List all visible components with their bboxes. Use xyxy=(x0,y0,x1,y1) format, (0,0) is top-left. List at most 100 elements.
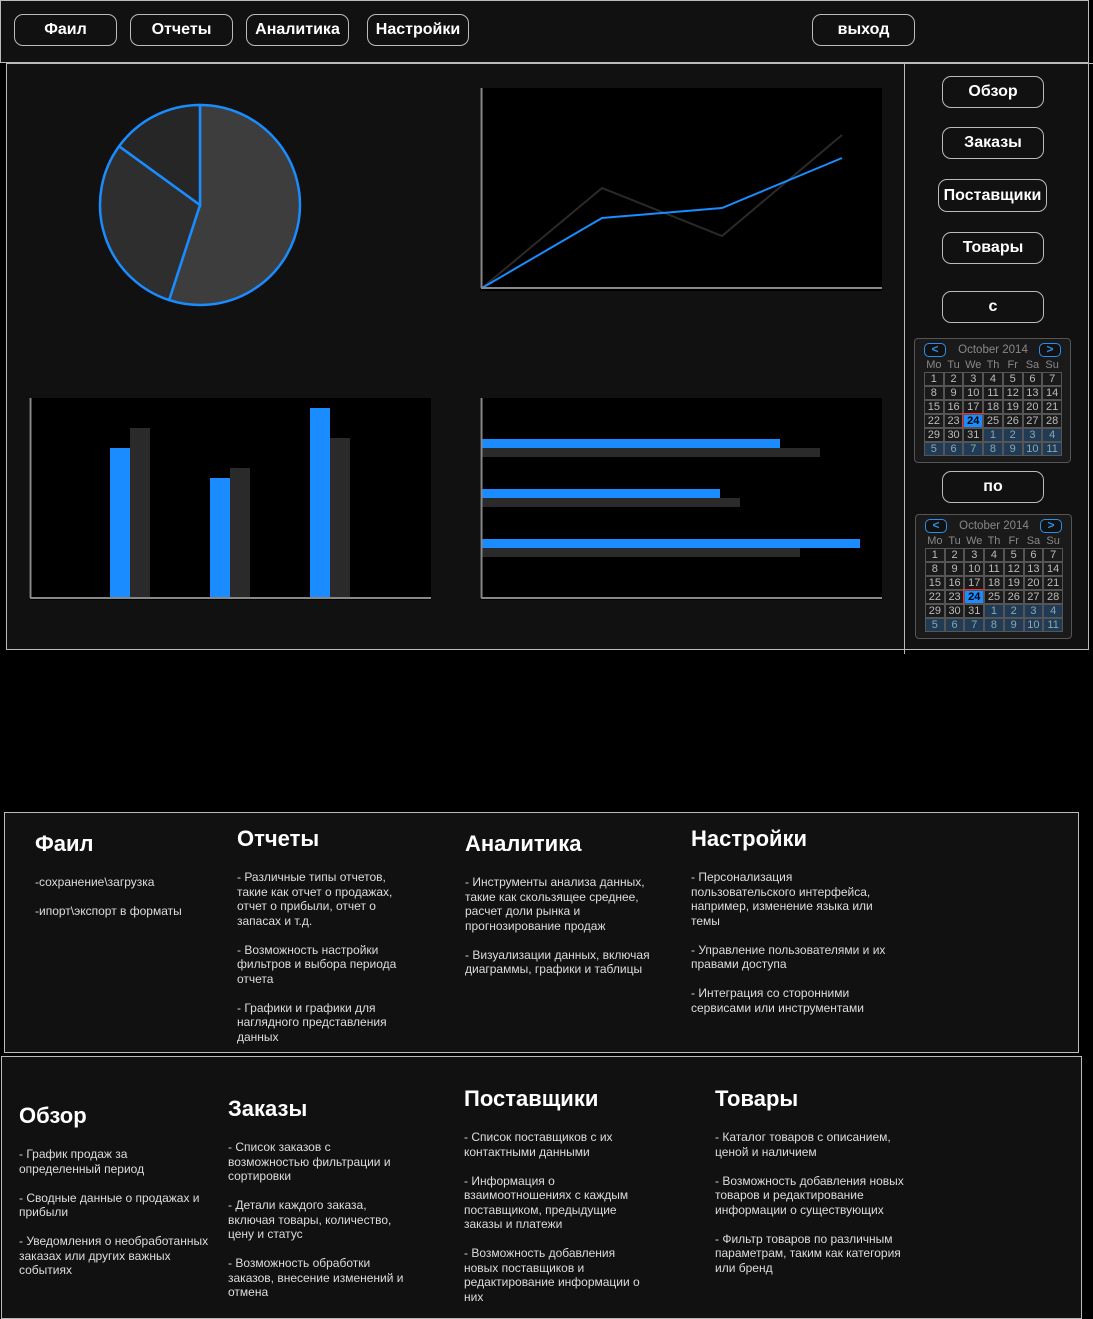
calendar-day[interactable]: 7 xyxy=(1042,372,1062,386)
calendar-day[interactable]: 13 xyxy=(1022,386,1043,400)
calendar-day[interactable]: 3 xyxy=(964,548,985,562)
calendar-day[interactable]: 29 xyxy=(924,428,944,442)
calendar-day[interactable]: 8 xyxy=(924,386,944,400)
calendar-day[interactable]: 16 xyxy=(943,400,964,414)
calendar-prev-month-button[interactable]: < xyxy=(924,343,946,357)
calendar-day[interactable]: 27 xyxy=(1023,590,1044,604)
calendar-day[interactable]: 7 xyxy=(1043,548,1063,562)
calendar-day[interactable]: 17 xyxy=(963,400,984,414)
calendar-day[interactable]: 5 xyxy=(1002,372,1023,386)
calendar-day[interactable]: 4 xyxy=(984,548,1004,562)
calendar-day[interactable]: 9 xyxy=(943,386,964,400)
sidebar-orders-button[interactable]: Заказы xyxy=(942,127,1044,159)
calendar-day[interactable]: 1 xyxy=(983,428,1003,442)
calendar-day[interactable]: 2 xyxy=(1003,604,1024,618)
calendar-day[interactable]: 4 xyxy=(1043,604,1063,618)
calendar-day[interactable]: 3 xyxy=(963,372,984,386)
calendar-day[interactable]: 14 xyxy=(1042,386,1062,400)
calendar-day[interactable]: 20 xyxy=(1023,576,1044,590)
settings-menu-button[interactable]: Настройки xyxy=(367,14,469,46)
calendar-day[interactable]: 25 xyxy=(984,590,1004,604)
calendar-day[interactable]: 16 xyxy=(944,576,965,590)
calendar-day[interactable]: 3 xyxy=(1022,428,1043,442)
calendar-day[interactable]: 10 xyxy=(964,562,985,576)
calendar-day[interactable]: 2 xyxy=(943,372,964,386)
calendar-day[interactable]: 19 xyxy=(1003,576,1024,590)
calendar-day[interactable]: 5 xyxy=(924,442,944,456)
calendar-day[interactable]: 5 xyxy=(1003,548,1024,562)
calendar-day[interactable]: 6 xyxy=(1022,372,1043,386)
calendar-day[interactable]: 31 xyxy=(964,604,985,618)
calendar-day[interactable]: 15 xyxy=(924,400,944,414)
calendar-day[interactable]: 2 xyxy=(1002,428,1023,442)
calendar-day[interactable]: 1 xyxy=(924,372,944,386)
calendar-day[interactable]: 18 xyxy=(984,576,1004,590)
calendar-day[interactable]: 30 xyxy=(944,604,965,618)
calendar-day[interactable]: 3 xyxy=(1023,604,1044,618)
sidebar-suppliers-button[interactable]: Поставщики xyxy=(938,179,1047,212)
calendar-day[interactable]: 1 xyxy=(984,604,1004,618)
calendar-day[interactable]: 4 xyxy=(983,372,1003,386)
calendar-day[interactable]: 8 xyxy=(983,442,1003,456)
calendar-day[interactable]: 6 xyxy=(1023,548,1044,562)
calendar-day[interactable]: 11 xyxy=(1043,618,1063,632)
calendar-day[interactable]: 21 xyxy=(1042,400,1062,414)
calendar-day[interactable]: 25 xyxy=(983,414,1003,428)
calendar-day[interactable]: 7 xyxy=(963,442,984,456)
calendar-day[interactable]: 12 xyxy=(1003,562,1024,576)
calendar-day[interactable]: 15 xyxy=(925,576,945,590)
calendar-day[interactable]: 6 xyxy=(943,442,964,456)
calendar-day[interactable]: 8 xyxy=(925,562,945,576)
calendar-day[interactable]: 11 xyxy=(984,562,1004,576)
calendar-day[interactable]: 20 xyxy=(1022,400,1043,414)
calendar-day[interactable]: 21 xyxy=(1043,576,1063,590)
calendar-day[interactable]: 23 xyxy=(944,590,965,604)
calendar-day[interactable]: 9 xyxy=(1003,618,1024,632)
calendar-day[interactable]: 10 xyxy=(1022,442,1043,456)
calendar-day[interactable]: 30 xyxy=(943,428,964,442)
calendar-day[interactable]: 22 xyxy=(925,590,945,604)
calendar-day[interactable]: 10 xyxy=(963,386,984,400)
calendar-day[interactable]: 10 xyxy=(1023,618,1044,632)
calendar-day[interactable]: 26 xyxy=(1002,414,1023,428)
date-from-button[interactable]: с xyxy=(942,291,1044,323)
calendar-day[interactable]: 2 xyxy=(944,548,965,562)
calendar-day[interactable]: 27 xyxy=(1022,414,1043,428)
calendar-day[interactable]: 19 xyxy=(1002,400,1023,414)
calendar-day[interactable]: 6 xyxy=(944,618,965,632)
calendar-prev-month-button[interactable]: < xyxy=(925,519,947,533)
sidebar-overview-button[interactable]: Обзор xyxy=(942,76,1044,108)
calendar-day[interactable]: 24 xyxy=(962,413,985,429)
date-to-button[interactable]: по xyxy=(942,471,1044,503)
calendar-day[interactable]: 28 xyxy=(1043,590,1063,604)
calendar-day[interactable]: 8 xyxy=(984,618,1004,632)
calendar-day[interactable]: 1 xyxy=(925,548,945,562)
calendar-day[interactable]: 5 xyxy=(925,618,945,632)
calendar-day[interactable]: 12 xyxy=(1002,386,1023,400)
calendar-day[interactable]: 4 xyxy=(1042,428,1062,442)
calendar-day[interactable]: 22 xyxy=(924,414,944,428)
calendar-day[interactable]: 11 xyxy=(983,386,1003,400)
calendar-day[interactable]: 18 xyxy=(983,400,1003,414)
file-menu-button[interactable]: Фаил xyxy=(14,14,117,46)
calendar-day[interactable]: 14 xyxy=(1043,562,1063,576)
calendar-day[interactable]: 28 xyxy=(1042,414,1062,428)
calendar-day[interactable]: 26 xyxy=(1003,590,1024,604)
calendar-day[interactable]: 24 xyxy=(963,589,986,605)
calendar-day[interactable]: 23 xyxy=(943,414,964,428)
reports-menu-button[interactable]: Отчеты xyxy=(130,14,233,46)
calendar-next-month-button[interactable]: > xyxy=(1039,343,1061,357)
calendar-day[interactable]: 7 xyxy=(964,618,985,632)
calendar-day[interactable]: 31 xyxy=(963,428,984,442)
calendar-day[interactable]: 9 xyxy=(944,562,965,576)
calendar-day[interactable]: 9 xyxy=(1002,442,1023,456)
calendar-next-month-button[interactable]: > xyxy=(1040,519,1062,533)
calendar-day[interactable]: 29 xyxy=(925,604,945,618)
calendar-day[interactable]: 11 xyxy=(1042,442,1062,456)
logout-button[interactable]: выход xyxy=(812,14,915,46)
analytics-menu-button[interactable]: Аналитика xyxy=(246,14,349,46)
calendar-day[interactable]: 13 xyxy=(1023,562,1044,576)
calendar-day[interactable]: 17 xyxy=(964,576,985,590)
calendar-weekday: Su xyxy=(1046,535,1060,547)
sidebar-products-button[interactable]: Товары xyxy=(942,232,1044,264)
